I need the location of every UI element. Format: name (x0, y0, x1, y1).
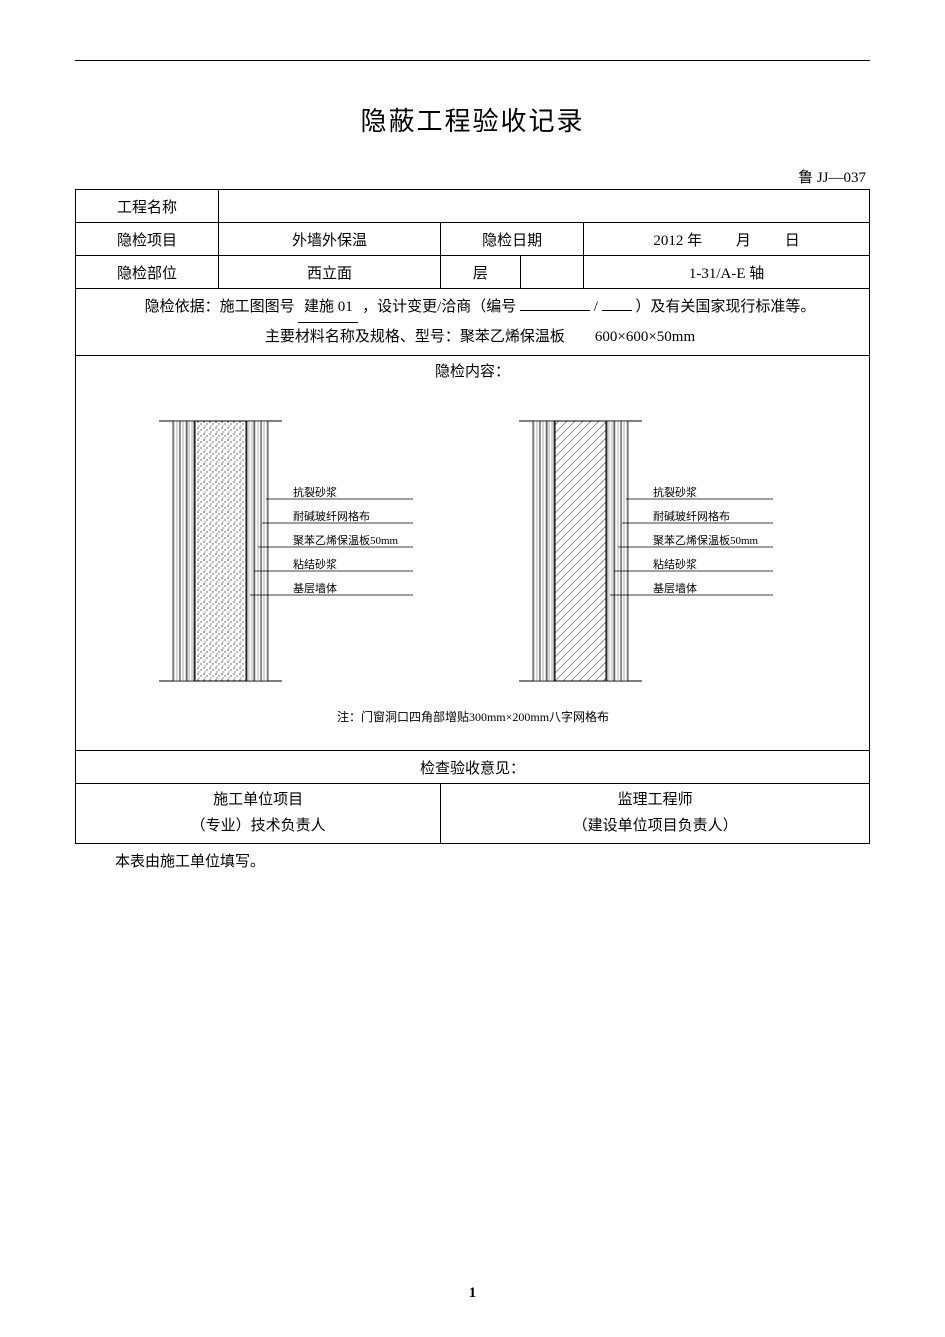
svg-text:聚苯乙烯保温板50mm: 聚苯乙烯保温板50mm (653, 533, 759, 547)
basis-cell: 隐检依据：施工图图号 建施 01 ，设计变更/洽商（编号 / ）及有关国家现行标… (76, 289, 870, 356)
svg-text:基层墙体: 基层墙体 (653, 581, 697, 595)
content-heading: 隐检内容： (435, 364, 510, 380)
svg-text:抗裂砂浆: 抗裂砂浆 (653, 485, 697, 499)
svg-text:抗裂砂浆: 抗裂砂浆 (293, 485, 337, 499)
value-floor[interactable] (520, 256, 584, 289)
opinion-cell[interactable]: 检查验收意见： (76, 751, 870, 784)
sign-right-line1: 监理工程师 (618, 792, 693, 808)
svg-text:粘结砂浆: 粘结砂浆 (653, 557, 697, 571)
basis-drawing-no[interactable]: 建施 01 (298, 293, 358, 323)
row-item-date: 隐检项目 外墙外保温 隐检日期 2012 年 月 日 (76, 223, 870, 256)
svg-text:耐碱玻纤网格布: 耐碱玻纤网格布 (653, 509, 730, 523)
svg-text:粘结砂浆: 粘结砂浆 (293, 557, 337, 571)
form-code: 鲁 JJ—037 (75, 166, 870, 187)
sign-right[interactable]: 监理工程师 （建设单位项目负责人） (441, 784, 870, 844)
basis-mid: ，设计变更/洽商（编号 (362, 299, 516, 315)
row-basis: 隐检依据：施工图图号 建施 01 ，设计变更/洽商（编号 / ）及有关国家现行标… (76, 289, 870, 356)
inspection-form: 工程名称 隐检项目 外墙外保温 隐检日期 2012 年 月 日 隐检部位 西立面… (75, 189, 870, 844)
opinion-heading: 检查验收意见： (420, 761, 525, 777)
row-signatures: 施工单位项目 （专业）技术负责人 监理工程师 （建设单位项目负责人） (76, 784, 870, 844)
row-project-name: 工程名称 (76, 190, 870, 223)
sign-left-line2: （专业）技术负责人 (191, 818, 326, 834)
label-floor: 层 (441, 256, 520, 289)
date-year: 2012 (653, 233, 683, 249)
date-month-suffix: 月 (736, 233, 751, 249)
svg-text:聚苯乙烯保温板50mm: 聚苯乙烯保温板50mm (293, 533, 399, 547)
row-content: 隐检内容： 抗裂砂浆耐碱玻纤网格布聚苯乙烯保温板50mm粘结砂浆基层墙体抗裂砂浆… (76, 356, 870, 751)
sign-left-line1: 施工单位项目 (213, 792, 303, 808)
svg-text:基层墙体: 基层墙体 (293, 581, 337, 595)
svg-text:耐碱玻纤网格布: 耐碱玻纤网格布 (293, 509, 370, 523)
basis-material: 主要材料名称及规格、型号：聚苯乙烯保温板 600×600×50mm (265, 329, 695, 345)
row-position: 隐检部位 西立面 层 1-31/A-E 轴 (76, 256, 870, 289)
sign-left[interactable]: 施工单位项目 （专业）技术负责人 (76, 784, 441, 844)
date-year-suffix: 年 (687, 233, 702, 249)
date-day-suffix: 日 (785, 233, 800, 249)
page-number: 1 (0, 1285, 945, 1302)
value-item: 外墙外保温 (218, 223, 440, 256)
basis-suffix: ）及有关国家现行标准等。 (635, 299, 815, 315)
sign-right-line2: （建设单位项目负责人） (573, 818, 738, 834)
basis-change-no1[interactable] (520, 310, 590, 311)
svg-text:注：门窗洞口四角部增贴300mm×200mm八字网格布: 注：门窗洞口四角部增贴300mm×200mm八字网格布 (336, 709, 608, 724)
value-project-name[interactable] (218, 190, 869, 223)
label-item: 隐检项目 (76, 223, 219, 256)
page-title: 隐蔽工程验收记录 (75, 101, 870, 138)
label-project-name: 工程名称 (76, 190, 219, 223)
basis-change-no2[interactable] (602, 310, 632, 311)
row-opinion: 检查验收意见： (76, 751, 870, 784)
label-date: 隐检日期 (441, 223, 584, 256)
basis-slash: / (594, 299, 598, 315)
value-date[interactable]: 2012 年 月 日 (584, 223, 870, 256)
value-position: 西立面 (218, 256, 440, 289)
foot-note: 本表由施工单位填写。 (75, 844, 870, 871)
basis-prefix: 隐检依据：施工图图号 (145, 299, 295, 315)
wall-section-diagram: 抗裂砂浆耐碱玻纤网格布聚苯乙烯保温板50mm 粘结砂浆基层墙体 抗裂砂浆耐碱玻纤网格… (82, 381, 863, 746)
content-cell: 隐检内容： 抗裂砂浆耐碱玻纤网格布聚苯乙烯保温板50mm粘结砂浆基层墙体抗裂砂浆… (76, 356, 870, 751)
value-axis: 1-31/A-E 轴 (584, 256, 870, 289)
label-position: 隐检部位 (76, 256, 219, 289)
